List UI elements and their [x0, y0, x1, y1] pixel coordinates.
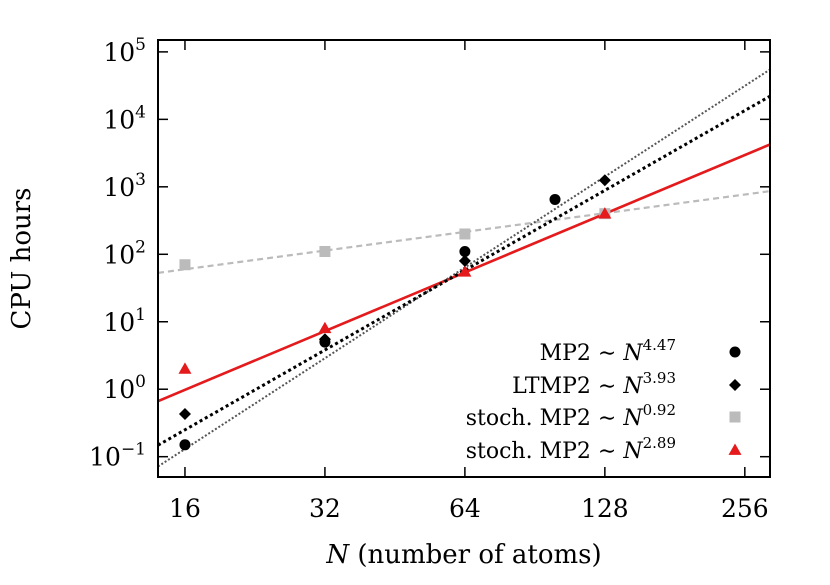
legend-label: stoch. MP2 ∼ N0.92: [466, 401, 676, 431]
data-point: [318, 321, 332, 334]
x-tick-labels: 16 32 64 128 256: [169, 494, 769, 523]
fit-line: [158, 190, 770, 274]
data-point: [179, 259, 191, 271]
x-tick-label: 64: [449, 494, 481, 523]
y-tick-label: 105: [103, 35, 146, 67]
y-tick-label: 10−1: [89, 440, 146, 472]
x-axis-variable: N: [325, 540, 350, 570]
legend-label: MP2 ∼ N4.47: [540, 336, 676, 366]
x-tick-label: 256: [721, 494, 769, 523]
data-point: [178, 362, 192, 374]
legend-marker: [729, 346, 741, 358]
legend-label: LTMP2 ∼ N3.93: [512, 369, 676, 399]
legend-marker: [729, 379, 741, 391]
legend-label: stoch. MP2 ∼ N2.89: [466, 434, 676, 464]
x-tick-label: 32: [309, 494, 341, 523]
legend-marker: [729, 411, 741, 423]
x-axis-title-rest: (number of atoms): [349, 540, 602, 570]
y-tick-label: 104: [103, 102, 146, 134]
data-point: [458, 254, 471, 267]
axis-ticks: [158, 40, 770, 477]
y-axis-title: CPU hours: [7, 187, 37, 329]
plot-frame: [157, 39, 771, 478]
data-point: [598, 207, 612, 219]
data-point: [178, 407, 191, 420]
x-tick-label: 128: [581, 494, 629, 523]
y-tick-label: 101: [103, 305, 146, 337]
y-tick-label: 102: [103, 237, 146, 269]
legend-marker: [728, 443, 742, 455]
y-tick-label: 100: [103, 372, 146, 404]
data-point: [458, 265, 472, 277]
data-point: [318, 333, 331, 346]
data-point: [179, 439, 191, 451]
data-points: [178, 174, 612, 451]
data-point: [459, 228, 471, 240]
x-tick-label: 16: [169, 494, 201, 523]
x-axis-title: N (number of atoms): [325, 540, 601, 570]
y-tick-labels: 10−1 100 101 102 103 104 105: [89, 35, 146, 472]
data-point: [549, 193, 561, 205]
data-point: [319, 245, 331, 257]
data-point: [459, 245, 471, 257]
y-tick-label: 103: [103, 170, 146, 202]
data-point: [598, 174, 611, 187]
